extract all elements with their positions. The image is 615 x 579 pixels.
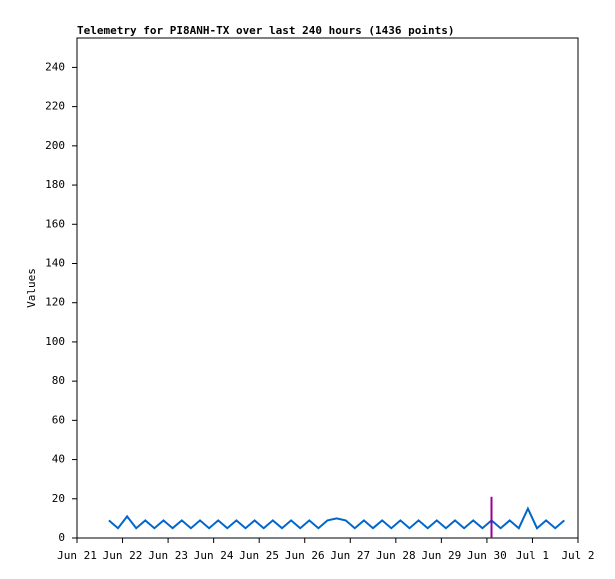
- x-tick-label: Jun 28: [376, 549, 416, 562]
- x-tick-label: Jun 22: [103, 549, 143, 562]
- x-tick-label: Jun 24: [194, 549, 234, 562]
- x-tick-label: Jun 26: [285, 549, 325, 562]
- x-tick-label: Jun 21: [57, 549, 97, 562]
- y-tick-label: 140: [45, 256, 65, 269]
- x-tick-label: Jul 2: [561, 549, 594, 562]
- x-tick-label: Jun 29: [421, 549, 461, 562]
- y-tick-label: 20: [52, 492, 65, 505]
- x-tick-label: Jun 30: [467, 549, 507, 562]
- y-axis-label: Values: [25, 268, 38, 308]
- y-tick-label: 240: [45, 60, 65, 73]
- y-tick-label: 0: [58, 531, 65, 544]
- x-tick-label: Jun 27: [330, 549, 370, 562]
- y-tick-label: 60: [52, 413, 65, 426]
- plot-frame: [76, 37, 579, 539]
- x-tick-label: Jun 23: [148, 549, 188, 562]
- x-tick-label: Jul 1: [516, 549, 549, 562]
- y-tick-label: 100: [45, 335, 65, 348]
- y-tick-label: 80: [52, 374, 65, 387]
- y-tick-label: 40: [52, 453, 65, 466]
- series-line: [108, 506, 565, 530]
- chart-title: Telemetry for PI8ANH-TX over last 240 ho…: [77, 24, 455, 37]
- y-tick-label: 220: [45, 100, 65, 113]
- y-tick-label: 200: [45, 139, 65, 152]
- y-tick-label: 180: [45, 178, 65, 191]
- x-tick-label: Jun 25: [239, 549, 279, 562]
- y-tick-label: 120: [45, 296, 65, 309]
- y-tick-label: 160: [45, 217, 65, 230]
